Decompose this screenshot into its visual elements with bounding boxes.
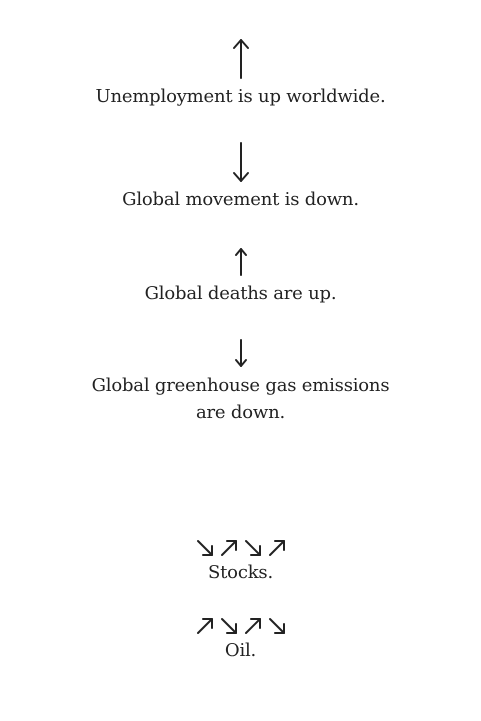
down-right-arrow-icon [220, 618, 237, 634]
up-right-arrow-icon [196, 618, 213, 634]
unemployment-caption: Unemployment is up worldwide. [95, 86, 386, 107]
up-right-arrow-icon [220, 540, 237, 556]
down-arrow-icon [0, 141, 481, 183]
stocks-trend-arrows [0, 538, 481, 558]
down-arrow-icon [0, 338, 481, 368]
down-right-arrow-icon [268, 618, 285, 634]
oil-caption: Oil. [224, 640, 257, 661]
up-arrow-icon [0, 38, 481, 80]
movement-caption: Global movement is down. [122, 189, 359, 210]
up-right-arrow-icon [244, 618, 261, 634]
stocks-caption: Stocks. [208, 562, 273, 583]
up-arrow-icon [0, 247, 481, 277]
up-right-arrow-icon [268, 540, 285, 556]
deaths-caption: Global deaths are up. [144, 283, 337, 304]
emissions-caption: Global greenhouse gas emissions are down… [91, 375, 390, 423]
down-right-arrow-icon [244, 540, 261, 556]
oil-trend-arrows [0, 616, 481, 636]
down-right-arrow-icon [196, 540, 213, 556]
